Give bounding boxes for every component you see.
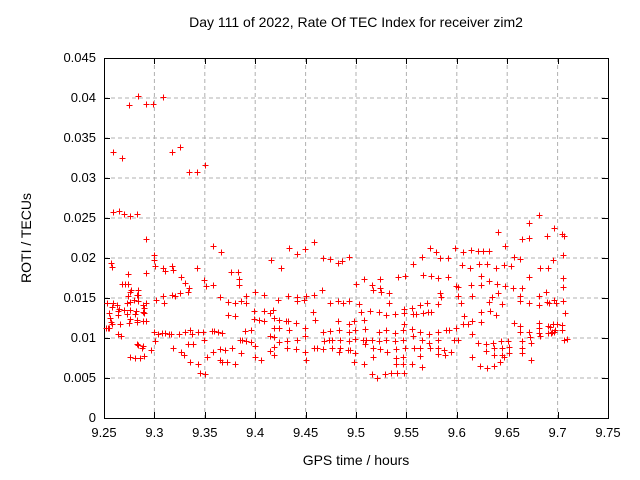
svg-text:0.02: 0.02 [71, 250, 96, 265]
scatter-points [103, 93, 571, 382]
axis-frame [104, 58, 609, 419]
svg-text:9.3: 9.3 [145, 425, 163, 440]
svg-text:0.045: 0.045 [63, 50, 96, 65]
svg-text:9.25: 9.25 [91, 425, 116, 440]
svg-text:0.015: 0.015 [63, 290, 96, 305]
svg-text:0.03: 0.03 [71, 170, 96, 185]
svg-text:0.005: 0.005 [63, 370, 96, 385]
svg-text:9.65: 9.65 [495, 425, 520, 440]
svg-text:9.45: 9.45 [293, 425, 318, 440]
svg-text:9.6: 9.6 [448, 425, 466, 440]
svg-text:9.55: 9.55 [394, 425, 419, 440]
svg-text:0.035: 0.035 [63, 130, 96, 145]
y-tick-labels: 0 0.005 0.01 0.015 0.02 0.025 0.03 0.035 0.04 0.0… [63, 50, 96, 425]
svg-text:9.35: 9.35 [192, 425, 217, 440]
x-tick-labels: 9.25 9.3 9.35 9.4 9.45 9.5 9.55 9.6 9.65 9.7 9.75 [91, 425, 620, 440]
svg-text:9.75: 9.75 [595, 425, 620, 440]
x-axis-title: GPS time / hours [302, 452, 410, 468]
chart-title: Day 111 of 2022, Rate Of TEC Index for r… [189, 14, 523, 30]
grid-lines [104, 58, 608, 418]
svg-text:9.7: 9.7 [549, 425, 567, 440]
svg-text:9.5: 9.5 [347, 425, 365, 440]
svg-text:0.04: 0.04 [71, 90, 96, 105]
svg-text:9.4: 9.4 [246, 425, 264, 440]
svg-text:0: 0 [89, 410, 96, 425]
svg-text:0.025: 0.025 [63, 210, 96, 225]
svg-text:0.01: 0.01 [71, 330, 96, 345]
